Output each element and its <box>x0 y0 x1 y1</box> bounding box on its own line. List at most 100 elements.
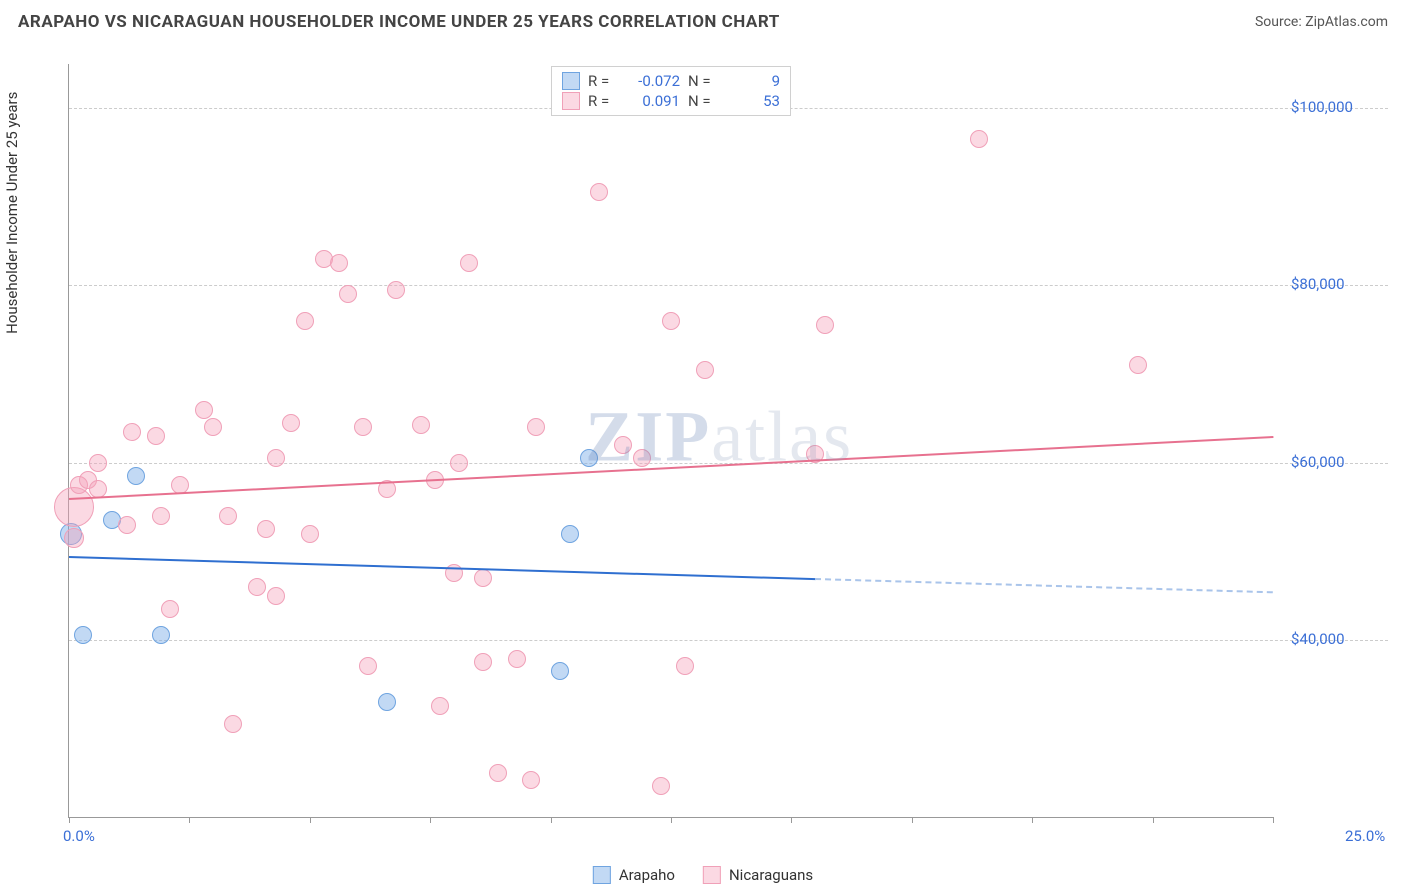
data-point <box>551 662 569 680</box>
ytick-label: $40,000 <box>1291 630 1345 648</box>
data-point <box>474 653 492 671</box>
chart-title: ARAPAHO VS NICARAGUAN HOUSEHOLDER INCOME… <box>18 12 780 32</box>
xtick <box>912 817 913 823</box>
source-attribution: Source: ZipAtlas.com <box>1255 14 1388 30</box>
data-point <box>152 507 170 525</box>
gridline <box>69 285 1388 286</box>
source-prefix: Source: <box>1255 14 1305 30</box>
data-point <box>676 657 694 675</box>
xtick <box>310 817 311 823</box>
swatch-nicaraguans <box>562 92 580 110</box>
data-point <box>387 281 405 299</box>
data-point <box>590 183 608 201</box>
data-point <box>161 600 179 618</box>
legend-item-nicaraguans: Nicaraguans <box>703 866 813 884</box>
trend-line <box>69 556 816 580</box>
data-point <box>412 416 430 434</box>
legend-row-nicaraguans: R = 0.091 N = 53 <box>562 91 780 111</box>
data-point <box>580 449 598 467</box>
data-point <box>147 427 165 445</box>
swatch-arapaho <box>593 866 611 884</box>
data-point <box>152 626 170 644</box>
xtick <box>69 817 70 823</box>
value-R-nicaraguans: 0.091 <box>624 92 680 110</box>
data-point <box>118 516 136 534</box>
data-point <box>257 520 275 538</box>
xtick <box>791 817 792 823</box>
data-point <box>248 578 266 596</box>
value-N-nicaraguans: 53 <box>724 92 780 110</box>
legend-label-nicaraguans: Nicaraguans <box>729 866 813 884</box>
ytick-label: $60,000 <box>1291 453 1345 471</box>
data-point <box>219 507 237 525</box>
value-N-arapaho: 9 <box>724 72 780 90</box>
data-point <box>267 449 285 467</box>
legend-item-arapaho: Arapaho <box>593 866 675 884</box>
data-point <box>359 657 377 675</box>
data-point <box>970 130 988 148</box>
data-point <box>267 587 285 605</box>
data-point <box>89 454 107 472</box>
y-axis-label: Householder Income Under 25 years <box>3 92 21 334</box>
swatch-arapaho <box>562 72 580 90</box>
data-point <box>508 650 526 668</box>
label-R: R = <box>588 92 616 110</box>
xtick <box>430 817 431 823</box>
data-point <box>431 697 449 715</box>
xtick <box>551 817 552 823</box>
data-point <box>123 423 141 441</box>
data-point <box>301 525 319 543</box>
data-point <box>204 418 222 436</box>
data-point <box>339 285 357 303</box>
trend-line <box>815 578 1273 593</box>
data-point <box>330 254 348 272</box>
chart-container: Householder Income Under 25 years ZIPatl… <box>18 44 1388 848</box>
swatch-nicaraguans <box>703 866 721 884</box>
data-point <box>696 361 714 379</box>
xtick <box>1032 817 1033 823</box>
data-point <box>1129 356 1147 374</box>
ytick-label: $80,000 <box>1291 275 1345 293</box>
data-point <box>633 449 651 467</box>
value-R-arapaho: -0.072 <box>624 72 680 90</box>
data-point <box>450 454 468 472</box>
gridline <box>69 640 1388 641</box>
legend-label-arapaho: Arapaho <box>619 866 675 884</box>
label-R: R = <box>588 72 616 90</box>
data-point <box>460 254 478 272</box>
data-point <box>614 436 632 454</box>
data-point <box>378 693 396 711</box>
xtick <box>1153 817 1154 823</box>
data-point <box>282 414 300 432</box>
data-point <box>662 312 680 330</box>
xtick <box>189 817 190 823</box>
source-name: ZipAtlas.com <box>1305 14 1388 30</box>
data-point <box>64 528 84 548</box>
data-point <box>296 312 314 330</box>
data-point <box>489 764 507 782</box>
legend-row-arapaho: R = -0.072 N = 9 <box>562 71 780 91</box>
data-point <box>74 626 92 644</box>
label-N: N = <box>688 92 716 110</box>
ytick-label: $100,000 <box>1291 98 1353 116</box>
data-point <box>561 525 579 543</box>
xtick <box>1273 817 1274 823</box>
data-point <box>195 401 213 419</box>
data-point <box>224 715 242 733</box>
data-point <box>652 777 670 795</box>
series-legend: Arapaho Nicaraguans <box>593 866 813 884</box>
xtick <box>671 817 672 823</box>
data-point <box>354 418 372 436</box>
data-point <box>816 316 834 334</box>
xlabel-min: 0.0% <box>63 827 95 845</box>
correlation-legend: R = -0.072 N = 9 R = 0.091 N = 53 <box>551 66 791 116</box>
plot-area: ZIPatlas R = -0.072 N = 9 R = 0.091 N = … <box>68 64 1273 818</box>
label-N: N = <box>688 72 716 90</box>
data-point <box>474 569 492 587</box>
data-point <box>527 418 545 436</box>
trend-line <box>69 436 1273 500</box>
xlabel-max: 25.0% <box>1345 827 1385 845</box>
data-point <box>522 771 540 789</box>
data-point <box>54 487 94 527</box>
data-point <box>127 467 145 485</box>
